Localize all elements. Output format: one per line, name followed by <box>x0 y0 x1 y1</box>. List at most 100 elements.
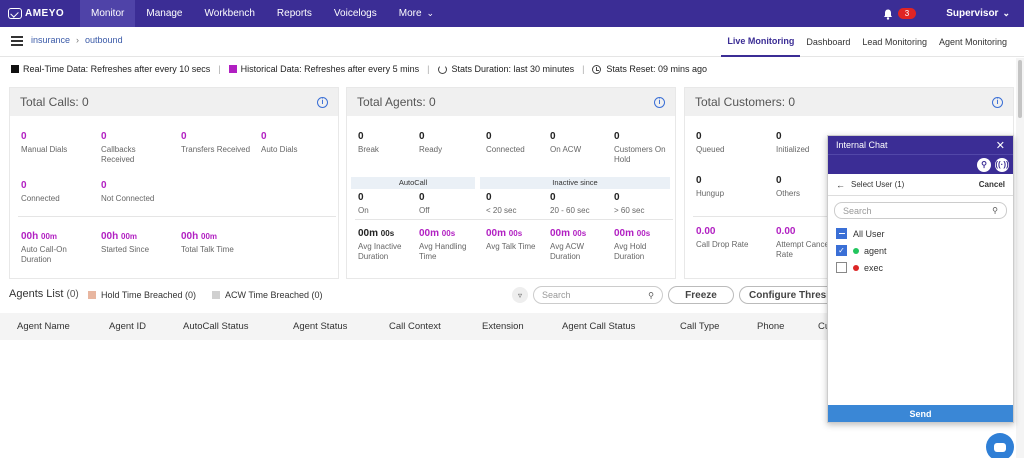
stat-auto-call-on-duration: 00h 00m Auto Call-On Duration <box>21 231 67 264</box>
stat-autocall-off: 0 Off <box>419 192 430 215</box>
nav-reports[interactable]: Reports <box>266 0 323 27</box>
nav-manage[interactable]: Manage <box>135 0 193 27</box>
agents-search-input[interactable]: Search ⚲ <box>533 286 663 304</box>
inactive-group-title: Inactive since <box>480 177 670 189</box>
sub-header: insurance › outbound Live Monitoring Das… <box>0 27 1024 57</box>
stat-avg-hold-duration: 00m 00s Avg Hold Duration <box>614 228 651 261</box>
stat-hungup: 0 Hungup <box>696 175 725 198</box>
stat-customers-on-hold: 0 Customers On Hold <box>614 131 666 164</box>
user-name: Supervisor <box>946 8 999 19</box>
user-row-agent[interactable]: ✓ agent <box>828 242 1013 259</box>
brand-name: AMEYO <box>25 8 65 19</box>
col-agent-id[interactable]: Agent ID <box>109 321 146 332</box>
chat-search-input[interactable]: Search ⚲ <box>834 202 1007 219</box>
search-icon: ⚲ <box>992 206 998 215</box>
stat-attempt-cancel-rate: 0.00 Attempt Cancel Rate <box>776 226 831 259</box>
ameyo-logo[interactable]: AMEYO <box>8 8 80 19</box>
stat-on-acw: 0 On ACW <box>550 131 582 154</box>
stat-avg-talk-time: 00m 00s Avg Talk Time <box>486 228 536 251</box>
col-call-type[interactable]: Call Type <box>680 321 720 332</box>
user-row-exec[interactable]: exec <box>828 259 1013 276</box>
search-icon: ⚲ <box>648 291 654 300</box>
breadcrumb-root[interactable]: insurance <box>31 35 71 45</box>
broadcast-icon[interactable]: ((·)) <box>995 157 1009 172</box>
breadcrumb-child[interactable]: outbound <box>85 35 123 45</box>
tab-live-monitoring[interactable]: Live Monitoring <box>721 27 801 57</box>
configure-threshold-button[interactable]: Configure Threshold <box>739 286 830 304</box>
info-icon[interactable]: i <box>992 96 1003 108</box>
stat-autocall-on: 0 On <box>358 192 369 215</box>
col-autocall-status[interactable]: AutoCall Status <box>183 321 249 332</box>
info-icon[interactable]: i <box>317 96 328 108</box>
exec-checkbox[interactable] <box>836 262 847 273</box>
all-user-checkbox[interactable] <box>836 228 847 239</box>
agents-list-toolbar: Agents List (0) Hold Time Breached (0) A… <box>0 285 830 305</box>
cancel-button[interactable]: Cancel <box>978 180 1005 189</box>
tab-agent-monitoring[interactable]: Agent Monitoring <box>938 37 1007 47</box>
internal-chat-panel: Internal Chat ✕ ⚲ ((·)) ← Select User (1… <box>827 135 1014 423</box>
freeze-button[interactable]: Freeze <box>668 286 734 304</box>
stat-call-drop-rate: 0.00 Call Drop Rate <box>696 226 749 249</box>
notification-badge[interactable]: 3 <box>897 8 917 19</box>
back-arrow-icon[interactable]: ← <box>836 179 845 190</box>
nav-monitor[interactable]: Monitor <box>80 0 136 27</box>
tab-lead-monitoring[interactable]: Lead Monitoring <box>862 37 927 47</box>
nav-workbench[interactable]: Workbench <box>194 0 266 27</box>
bell-icon[interactable] <box>883 9 893 20</box>
close-icon[interactable]: ✕ <box>995 139 1005 152</box>
chat-bubble-icon[interactable] <box>986 433 1014 458</box>
view-tabs: Live Monitoring Dashboard Lead Monitorin… <box>721 27 1013 57</box>
offline-status-icon <box>853 264 859 271</box>
chevron-down-icon: ⌄ <box>426 8 435 18</box>
stat-break: 0 Break <box>358 131 379 154</box>
info-icon[interactable]: i <box>654 96 665 108</box>
search-icon[interactable]: ⚲ <box>977 157 991 172</box>
stat-callbacks-received: 0 Callbacks Received <box>101 131 136 164</box>
stats-reset: Stats Reset: 09 mins ago <box>606 64 707 74</box>
stat-avg-inactive-duration: 00m 00s Avg Inactive Duration <box>358 228 402 261</box>
agents-list-title: Agents List (0) <box>9 288 79 300</box>
stat-inactive-gt-60: 0 > 60 sec <box>614 192 645 215</box>
nav-voicelogs[interactable]: Voicelogs <box>323 0 388 27</box>
send-button[interactable]: Send <box>828 405 1013 422</box>
clock-icon <box>592 64 602 74</box>
col-truncated[interactable]: Cu <box>818 321 831 332</box>
nav-label: Manage <box>146 8 183 19</box>
card-title: Total Agents: 0 <box>357 95 436 109</box>
nav-label: Reports <box>276 8 312 19</box>
stat-not-connected: 0 Not Connected <box>101 180 155 203</box>
col-agent-call-status[interactable]: Agent Call Status <box>562 321 636 332</box>
page-scrollbar-thumb[interactable] <box>1018 60 1022 118</box>
stat-auto-dials: 0 Auto Dials <box>261 131 298 154</box>
top-nav: AMEYO Monitor Manage Workbench Reports V… <box>0 0 1024 27</box>
menu-icon[interactable] <box>11 36 23 46</box>
agent-checkbox[interactable]: ✓ <box>836 245 847 256</box>
stat-started-since: 00h 00m Started Since <box>101 231 150 254</box>
stat-avg-acw-duration: 00m 00s Avg ACW Duration <box>550 228 587 261</box>
nav-label: Voicelogs <box>333 8 377 19</box>
nav-more[interactable]: More ⌄ <box>388 0 445 27</box>
user-menu[interactable]: Supervisor ⌄ <box>946 8 1010 19</box>
stat-connected: 0 Connected <box>21 180 60 203</box>
page-scrollbar-track[interactable] <box>1016 58 1024 458</box>
tab-dashboard[interactable]: Dashboard <box>806 37 851 47</box>
col-agent-status[interactable]: Agent Status <box>293 321 348 332</box>
col-agent-name[interactable]: Agent Name <box>17 321 70 332</box>
nav-label: Monitor <box>91 8 125 19</box>
col-phone[interactable]: Phone <box>757 321 785 332</box>
all-user-row[interactable]: All User <box>828 225 1013 242</box>
card-title: Total Calls: 0 <box>20 95 89 109</box>
select-user-label: Select User (1) <box>851 180 905 189</box>
hold-breached-legend: Hold Time Breached (0) <box>88 290 196 300</box>
card-title: Total Customers: 0 <box>695 95 796 109</box>
chat-title: Internal Chat <box>836 140 888 150</box>
stat-avg-handling-time: 00m 00s Avg Handling Time <box>419 228 467 261</box>
stat-transfers-received: 0 Transfers Received <box>181 131 251 154</box>
col-extension[interactable]: Extension <box>482 321 524 332</box>
col-call-context[interactable]: Call Context <box>389 321 441 332</box>
stat-initialized: 0 Initialized <box>776 131 810 154</box>
historical-swatch <box>228 65 237 73</box>
nav-label: Workbench <box>204 8 255 19</box>
stat-total-talk-time: 00h 00m Total Talk Time <box>181 231 234 254</box>
filter-icon[interactable]: ▿ <box>512 287 528 303</box>
